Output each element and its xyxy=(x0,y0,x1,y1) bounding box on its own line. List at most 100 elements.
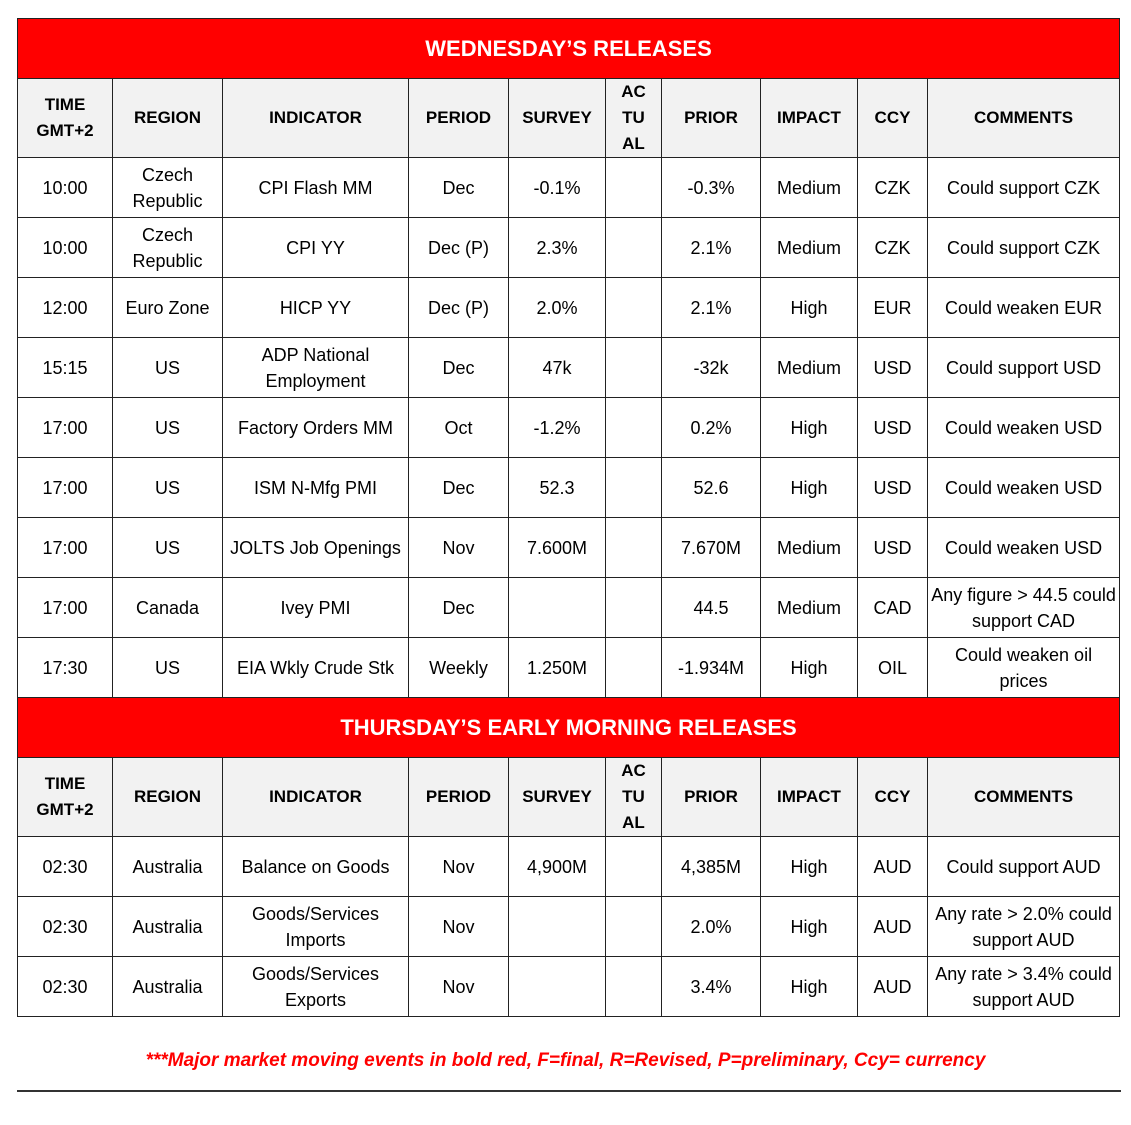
cell-comments: Any rate > 3.4% could support AUD xyxy=(926,956,1121,1017)
cell-time: 15:15 xyxy=(17,337,113,398)
cell-time: 02:30 xyxy=(17,956,113,1017)
cell-region: US xyxy=(112,397,223,458)
cell-indicator: ISM N-Mfg PMI xyxy=(222,457,409,518)
cell-actual xyxy=(605,517,662,578)
cell-period: Dec xyxy=(408,577,509,638)
cell-impact: High xyxy=(760,956,858,1017)
cell-period: Dec xyxy=(408,157,509,218)
cell-region: Euro Zone xyxy=(112,277,223,338)
cell-indicator: Goods/Services Imports xyxy=(222,896,409,957)
cell-region: US xyxy=(112,337,223,398)
cell-region: US xyxy=(112,637,223,698)
cell-ccy: AUD xyxy=(857,836,928,897)
cell-ccy: AUD xyxy=(857,896,928,957)
cell-indicator: EIA Wkly Crude Stk xyxy=(222,637,409,698)
cell-ccy: CZK xyxy=(857,217,928,278)
cell-time: 02:30 xyxy=(17,896,113,957)
cell-survey: 1.250M xyxy=(508,637,606,698)
table-row: 10:00 Czech Republic CPI YY Dec (P) 2.3% 2.1%… xyxy=(17,217,1121,278)
cell-survey xyxy=(508,896,606,957)
column-header-indicator: INDICATOR xyxy=(222,757,409,837)
column-header-indicator: INDICATOR xyxy=(222,78,409,158)
cell-survey: -0.1% xyxy=(508,157,606,218)
column-header-impact: IMPACT xyxy=(760,78,858,158)
table-row: 17:00 US Factory Orders MM Oct -1.2% 0.2% High… xyxy=(17,397,1121,458)
header-row: TIME GMT+2 REGION INDICATOR PERIOD SURVEY AC … xyxy=(17,757,1121,837)
cell-ccy: USD xyxy=(857,397,928,458)
cell-actual xyxy=(605,337,662,398)
cell-prior: 2.1% xyxy=(661,217,761,278)
column-header-ccy: CCY xyxy=(857,78,928,158)
cell-time: 17:00 xyxy=(17,457,113,518)
cell-comments: Could weaken USD xyxy=(926,517,1121,578)
cell-time: 17:00 xyxy=(17,517,113,578)
table-row: 02:30 Australia Goods/Services Imports Nov 2… xyxy=(17,896,1121,957)
cell-ccy: CAD xyxy=(857,577,928,638)
column-header-comments: COMMENTS xyxy=(926,78,1121,158)
cell-comments: Any rate > 2.0% could support AUD xyxy=(926,896,1121,957)
table-row: 10:00 Czech Republic CPI Flash MM Dec -0.1% -… xyxy=(17,157,1121,218)
cell-period: Dec xyxy=(408,337,509,398)
table-row: 17:00 US ISM N-Mfg PMI Dec 52.3 52.6 High USD Co… xyxy=(17,457,1121,518)
cell-indicator: Factory Orders MM xyxy=(222,397,409,458)
cell-impact: High xyxy=(760,836,858,897)
cell-time: 17:00 xyxy=(17,577,113,638)
table-row: 17:00 US JOLTS Job Openings Nov 7.600M 7.670M… xyxy=(17,517,1121,578)
cell-survey: 4,900M xyxy=(508,836,606,897)
cell-impact: High xyxy=(760,457,858,518)
cell-ccy: USD xyxy=(857,517,928,578)
cell-comments: Could support CZK xyxy=(926,157,1121,218)
cell-impact: Medium xyxy=(760,217,858,278)
column-header-region: REGION xyxy=(112,757,223,837)
cell-actual xyxy=(605,457,662,518)
cell-survey: 52.3 xyxy=(508,457,606,518)
cell-time: 10:00 xyxy=(17,217,113,278)
cell-period: Dec xyxy=(408,457,509,518)
column-header-survey: SURVEY xyxy=(508,757,606,837)
cell-survey: 7.600M xyxy=(508,517,606,578)
cell-indicator: ADP National Employment xyxy=(222,337,409,398)
cell-time: 02:30 xyxy=(17,836,113,897)
column-header-prior: PRIOR xyxy=(661,757,761,837)
cell-survey: 2.3% xyxy=(508,217,606,278)
section-title: THURSDAY’S EARLY MORNING RELEASES xyxy=(16,697,1121,758)
cell-region: US xyxy=(112,517,223,578)
cell-prior: 0.2% xyxy=(661,397,761,458)
cell-time: 17:00 xyxy=(17,397,113,458)
cell-impact: Medium xyxy=(760,157,858,218)
cell-survey xyxy=(508,956,606,1017)
cell-prior: -0.3% xyxy=(661,157,761,218)
cell-actual xyxy=(605,956,662,1017)
cell-impact: High xyxy=(760,896,858,957)
cell-comments: Could weaken EUR xyxy=(926,277,1121,338)
cell-prior: -1.934M xyxy=(661,637,761,698)
column-header-comments: COMMENTS xyxy=(926,757,1121,837)
cell-period: Dec (P) xyxy=(408,217,509,278)
column-header-time: TIME GMT+2 xyxy=(17,78,113,158)
section-banner: THURSDAY’S EARLY MORNING RELEASES xyxy=(16,697,1121,758)
cell-actual xyxy=(605,157,662,218)
table-row: 12:00 Euro Zone HICP YY Dec (P) 2.0% 2.1% High… xyxy=(17,277,1121,338)
table-row: 02:30 Australia Balance on Goods Nov 4,900M 4… xyxy=(17,836,1121,897)
cell-prior: 44.5 xyxy=(661,577,761,638)
cell-period: Nov xyxy=(408,517,509,578)
cell-time: 17:30 xyxy=(17,637,113,698)
cell-period: Oct xyxy=(408,397,509,458)
cell-impact: High xyxy=(760,397,858,458)
cell-ccy: AUD xyxy=(857,956,928,1017)
cell-comments: Any figure > 44.5 could support CAD xyxy=(926,577,1121,638)
cell-survey: 2.0% xyxy=(508,277,606,338)
cell-indicator: Ivey PMI xyxy=(222,577,409,638)
cell-comments: Could support CZK xyxy=(926,217,1121,278)
cell-impact: High xyxy=(760,637,858,698)
economic-calendar-table: WEDNESDAY’S RELEASES TIME GMT+2 REGION INDI… xyxy=(16,18,1121,1017)
cell-indicator: Goods/Services Exports xyxy=(222,956,409,1017)
cell-time: 10:00 xyxy=(17,157,113,218)
cell-region: US xyxy=(112,457,223,518)
cell-region: Australia xyxy=(112,956,223,1017)
cell-period: Weekly xyxy=(408,637,509,698)
table-row: 17:30 US EIA Wkly Crude Stk Weekly 1.250M -1.… xyxy=(17,637,1121,698)
cell-region: Canada xyxy=(112,577,223,638)
cell-comments: Could weaken USD xyxy=(926,457,1121,518)
column-header-impact: IMPACT xyxy=(760,757,858,837)
